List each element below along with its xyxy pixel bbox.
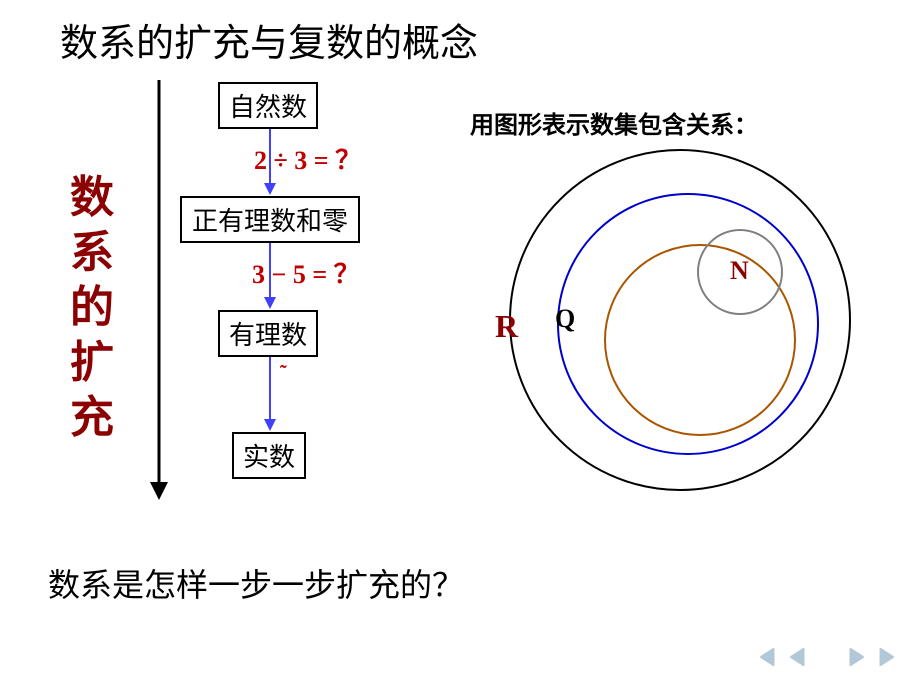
venn-title: 用图形表示数集包含关系： — [470, 105, 758, 140]
venn-label-N: N — [730, 256, 749, 286]
nav-right-button[interactable] — [880, 648, 894, 666]
flow-node-n4: 实数 — [232, 432, 306, 479]
nav-left-button[interactable] — [760, 648, 774, 666]
flow-node-n2: 正有理数和零 — [180, 196, 360, 243]
bottom-question: 数系是怎样一步一步扩充的？ — [48, 560, 464, 606]
flow-node-n1: 自然数 — [218, 82, 318, 129]
equation-2: 3 − 5 = ？ — [252, 254, 360, 291]
venn-label-Q: Q — [555, 304, 575, 334]
decorative-mark: ˜ — [280, 362, 287, 385]
vertical-label: 数系的扩充 — [70, 170, 114, 445]
flow-node-n3: 有理数 — [218, 310, 318, 357]
nav-left-button[interactable] — [790, 648, 804, 666]
nav-right-button[interactable] — [850, 648, 864, 666]
equation-1: 2 ÷ 3 = ？ — [254, 140, 361, 177]
page-title: 数系的扩充与复数的概念 — [60, 12, 478, 67]
venn-label-R: R — [495, 308, 518, 345]
